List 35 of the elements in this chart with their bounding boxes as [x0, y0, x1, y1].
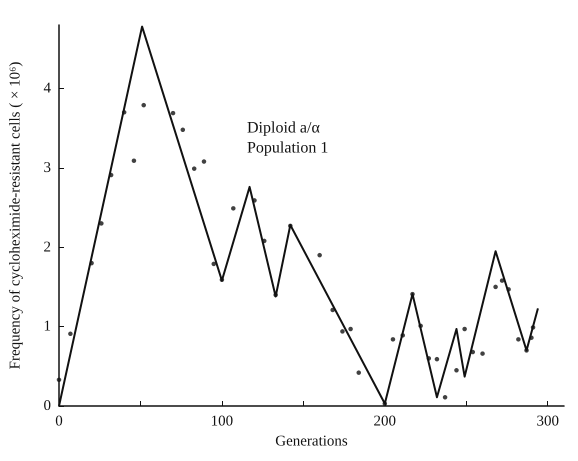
- point: [212, 262, 216, 266]
- y-tick-label: 3: [44, 160, 51, 176]
- point: [434, 356, 440, 362]
- point: [132, 158, 136, 163]
- y-axis-title: Frequency of cycloheximide-resistant cells ( × 10⁶): [8, 62, 24, 370]
- point: [68, 332, 73, 336]
- x-tick-label: 0: [55, 414, 63, 430]
- point: [390, 337, 396, 342]
- point: [442, 395, 448, 400]
- point: [480, 351, 485, 356]
- x-tick-label: 300: [536, 414, 559, 430]
- x-tick-label: 200: [374, 414, 396, 430]
- point: [180, 128, 186, 132]
- x-tick-label: 100: [210, 414, 234, 430]
- point: [462, 326, 467, 332]
- point: [454, 368, 459, 373]
- point: [356, 370, 361, 375]
- point: [231, 206, 236, 211]
- y-tick-label: 1: [44, 318, 51, 335]
- point: [317, 252, 322, 258]
- point: [516, 337, 521, 342]
- y-tick-label: 0: [44, 398, 51, 414]
- point: [56, 378, 62, 382]
- point: [348, 326, 353, 332]
- point: [340, 329, 345, 334]
- point: [202, 159, 206, 164]
- x-axis-title: Generations: [275, 434, 348, 450]
- point: [192, 166, 196, 171]
- point: [493, 284, 498, 290]
- point: [170, 110, 176, 116]
- y-tick-label: 4: [44, 80, 52, 96]
- annotation: Diploid a/α: [247, 120, 320, 136]
- y-tick-label: 2: [44, 239, 51, 256]
- point: [141, 102, 146, 108]
- annotation: Population 1: [247, 140, 328, 156]
